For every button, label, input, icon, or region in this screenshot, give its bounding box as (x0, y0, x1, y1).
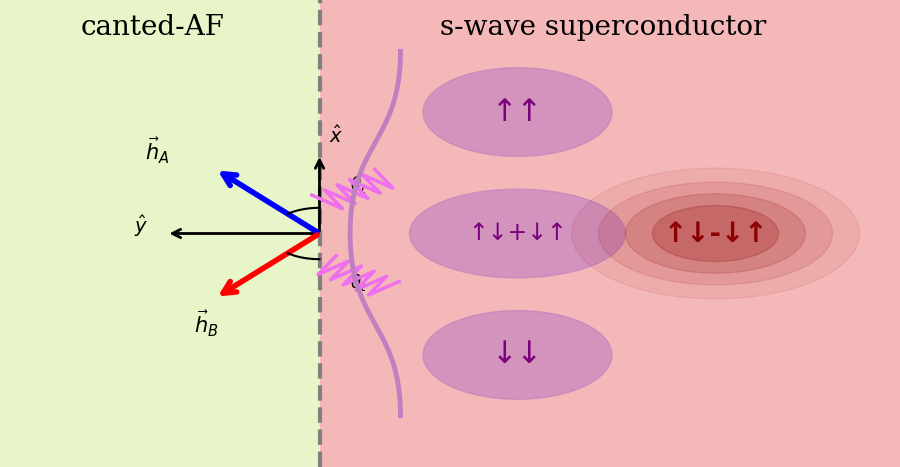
Bar (320, 0, 900, 467)
Text: $\vec{h}_A$: $\vec{h}_A$ (145, 135, 169, 166)
Text: $\vec{h}_B$: $\vec{h}_B$ (194, 308, 219, 339)
Bar (0, 0, 320, 467)
Text: ↓↓: ↓↓ (492, 340, 543, 369)
Text: $\hat{y}$: $\hat{y}$ (134, 213, 148, 240)
Text: canted-AF: canted-AF (81, 14, 225, 41)
Ellipse shape (423, 311, 612, 399)
Ellipse shape (423, 68, 612, 156)
Text: ↑↑: ↑↑ (492, 98, 543, 127)
Text: ↑↓-↓↑: ↑↓-↓↑ (663, 219, 768, 248)
Ellipse shape (598, 182, 832, 285)
Text: $\theta_t$: $\theta_t$ (350, 272, 366, 293)
Ellipse shape (410, 189, 626, 278)
Ellipse shape (652, 205, 778, 262)
Ellipse shape (626, 194, 806, 273)
Text: s-wave superconductor: s-wave superconductor (440, 14, 766, 41)
Text: $\hat{x}$: $\hat{x}$ (328, 125, 343, 147)
Text: ↑↓+↓↑: ↑↓+↓↑ (468, 221, 567, 246)
Ellipse shape (572, 168, 860, 299)
Text: $\theta_t$: $\theta_t$ (350, 174, 366, 195)
